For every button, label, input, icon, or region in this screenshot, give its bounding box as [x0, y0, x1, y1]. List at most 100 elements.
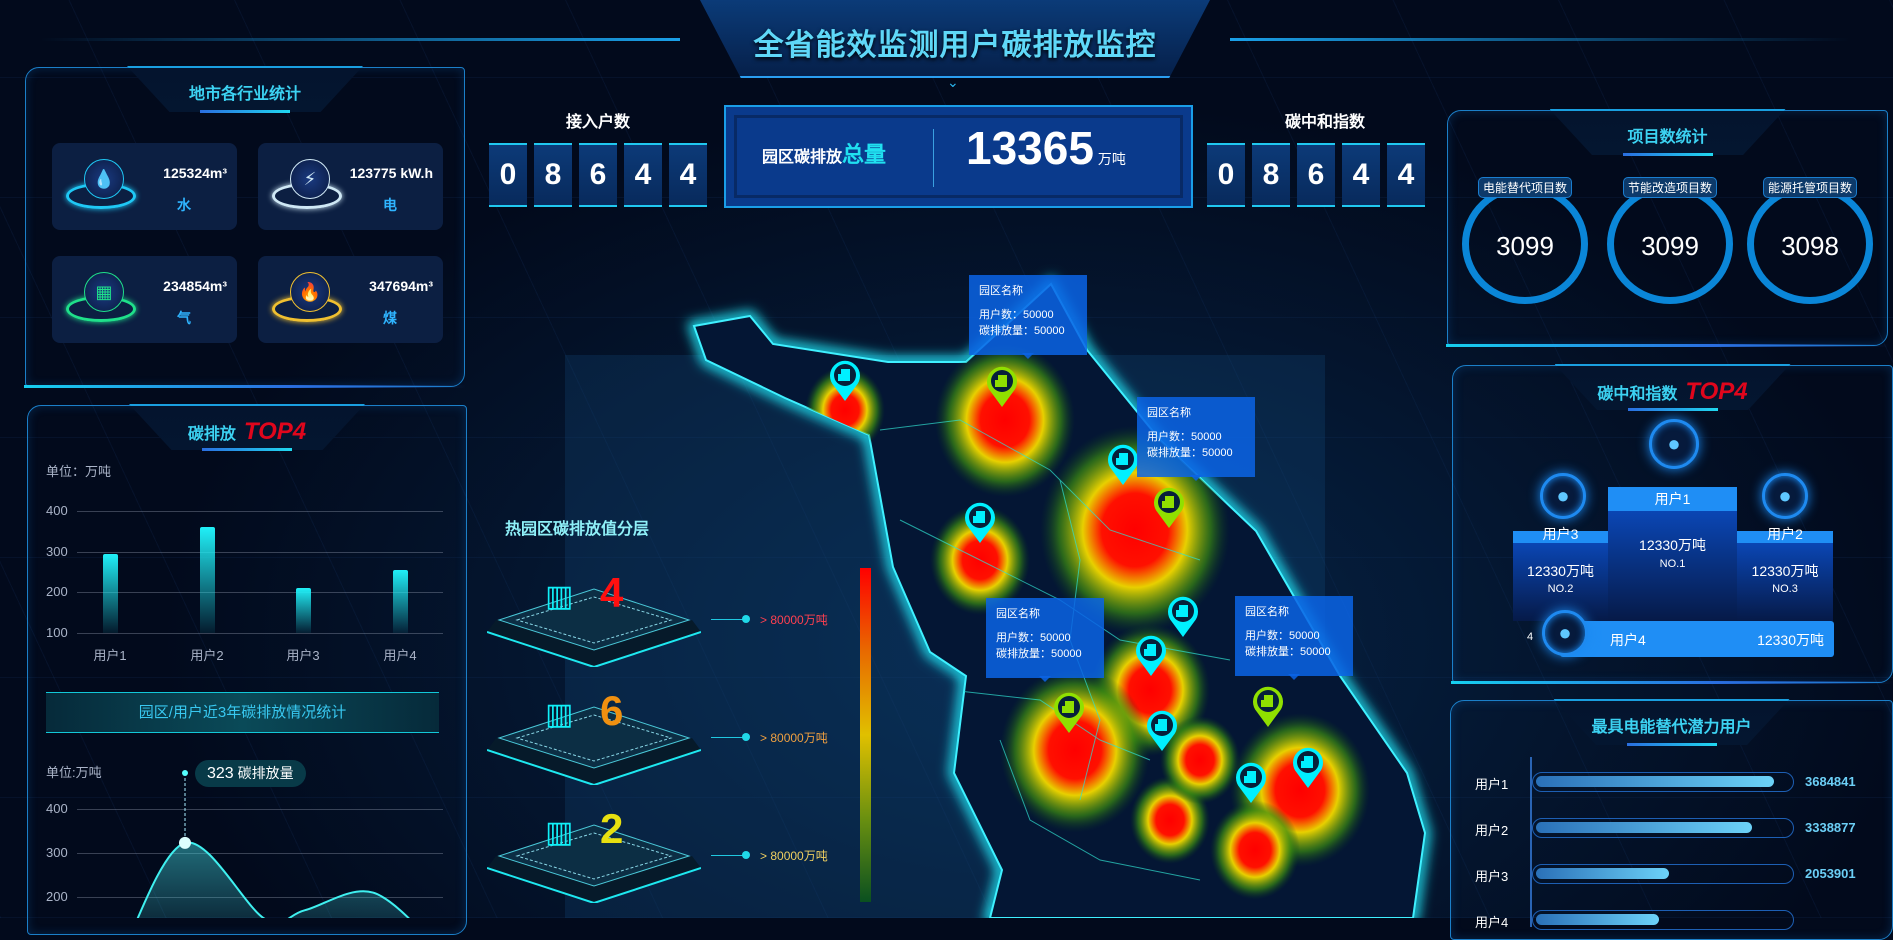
project-count-ring: 能源托管项目数 3098: [1747, 177, 1873, 304]
trend-banner: 园区/用户近3年碳排放情况统计: [46, 692, 439, 733]
park-tooltip: 园区名称 用户数：50000 碳排放量：50000: [986, 598, 1104, 682]
podium-first: 用户1 12330万吨 NO.1: [1608, 487, 1737, 621]
bar-x-tick: 用户3: [286, 648, 320, 663]
area-y-tick: 400: [46, 801, 68, 816]
area-gridline: [77, 853, 443, 854]
industry-card: 🔥 347694m³ 煤: [258, 256, 443, 343]
bar-用户3: [296, 588, 311, 633]
fourth-rank: 4: [1527, 631, 1534, 643]
bar-gridline: [77, 592, 443, 594]
park-location-pin-icon[interactable]: [1152, 485, 1186, 529]
panel-title: 碳排放 TOP4: [187, 418, 307, 445]
heat-blob: [1210, 800, 1300, 900]
layer-connector: [711, 619, 747, 620]
fourth-row: 用户4 12330万吨: [1560, 621, 1834, 657]
park-location-pin-icon[interactable]: [1106, 442, 1140, 486]
access-digit: 4: [669, 143, 707, 207]
lightning-icon: ⚡: [290, 159, 330, 199]
top4-badge: TOP4: [243, 418, 307, 445]
park-location-pin-icon[interactable]: [1234, 760, 1268, 804]
layer-connector-dot: [742, 851, 750, 859]
header-banner: [700, 0, 1210, 78]
chevron-down-icon: ⌄: [947, 74, 959, 90]
access-label: 接入户数: [565, 114, 630, 131]
layer-count: 6: [600, 687, 624, 734]
industry-label: 水: [177, 197, 191, 213]
panel-title: 地市各行业统计: [188, 86, 301, 103]
total-label-strong: 总量: [842, 142, 887, 167]
color-scale-bar: [860, 568, 871, 902]
neutral-label: 碳中和指数: [1284, 114, 1365, 131]
area-unit-label: 单位:万吨: [46, 765, 102, 780]
layer-count: 2: [600, 805, 624, 852]
fire-icon: 🔥: [290, 272, 330, 312]
bar-x-tick: 用户2: [190, 648, 224, 663]
bar-unit-label: 单位：万吨: [46, 464, 112, 479]
heat-blob: [1040, 425, 1230, 635]
industry-card: ▦ 234854m³ 气: [52, 256, 237, 343]
neutral-digit: 4: [1387, 143, 1425, 207]
park-location-pin-icon[interactable]: [1291, 745, 1325, 789]
industry-card: ⚡ 123775 kW.h 电: [258, 143, 443, 230]
podium-third: 用户2 12330万吨 NO.3: [1737, 527, 1833, 621]
bar-y-tick: 300: [46, 543, 68, 559]
neutral-digit: 0: [1207, 143, 1245, 207]
access-digit: 8: [534, 143, 572, 207]
total-unit: 万吨: [1097, 151, 1126, 167]
area-y-tick: 200: [46, 889, 68, 904]
avatar-user2: ●: [1762, 473, 1808, 519]
header-deco-right: [1230, 38, 1850, 41]
layer-range: > 80000万吨: [760, 613, 828, 627]
industry-card: 💧 125324m³ 水: [52, 143, 237, 230]
industry-label: 煤: [383, 310, 397, 326]
project-count-ring: 节能改造项目数 3099: [1607, 177, 1733, 304]
building-icon: ▥: [545, 698, 574, 731]
park-location-pin-icon[interactable]: [985, 364, 1019, 408]
layer-platform: [487, 706, 701, 785]
potential-progress: [1532, 864, 1794, 884]
heat-blob: [935, 343, 1075, 497]
park-location-pin-icon[interactable]: [1134, 633, 1168, 677]
building-icon: ▥: [545, 816, 574, 849]
bar-y-tick: 400: [46, 503, 68, 518]
industry-value: 125324m³: [163, 165, 227, 181]
bar-用户1: [103, 553, 118, 633]
industry-label: 气: [177, 310, 191, 326]
potential-value: 3684841: [1805, 774, 1856, 789]
park-location-pin-icon[interactable]: [1251, 684, 1285, 728]
area-y-tick: 300: [46, 845, 68, 860]
project-count-ring: 电能替代项目数 3099: [1462, 177, 1588, 304]
park-tooltip: 园区名称 用户数：50000 碳排放量：50000: [1235, 596, 1353, 680]
total-label: 园区碳排放: [762, 149, 843, 166]
neutral-digit: 6: [1297, 143, 1335, 207]
potential-progress: [1532, 772, 1794, 792]
avatar-user3: ●: [1540, 473, 1586, 519]
access-digit: 6: [579, 143, 617, 207]
park-location-pin-icon[interactable]: [1145, 708, 1179, 752]
potential-value: 3338877: [1805, 820, 1856, 835]
area-tooltip: 323 碳排放量: [195, 760, 306, 787]
layers-title: 热园区碳排放值分层: [505, 521, 650, 538]
panel-title: 项目数统计: [1627, 129, 1708, 146]
bar-用户2: [200, 527, 215, 633]
potential-progress: [1532, 910, 1794, 930]
neutral-digit: 8: [1252, 143, 1290, 207]
area-gridline: [77, 809, 443, 810]
park-location-pin-icon[interactable]: [1052, 690, 1086, 734]
park-location-pin-icon[interactable]: [963, 500, 997, 544]
industry-value: 234854m³: [163, 278, 227, 294]
avatar-user4: ●: [1542, 610, 1588, 656]
industry-value: 123775 kW.h: [349, 165, 433, 181]
area-gridline: [77, 897, 443, 898]
potential-user-name: 用户3: [1475, 869, 1509, 884]
water-drop-icon: 💧: [84, 159, 124, 199]
bar-用户4: [393, 569, 408, 633]
area-fill: [120, 842, 440, 918]
bar-x-tick: 用户4: [383, 648, 417, 663]
park-location-pin-icon[interactable]: [828, 358, 862, 402]
podium-second: 用户3 12330万吨 NO.2: [1513, 527, 1608, 621]
park-location-pin-icon[interactable]: [1166, 594, 1200, 638]
potential-user-name: 用户2: [1475, 823, 1509, 838]
bar-y-tick: 100: [46, 625, 68, 640]
bar-gridline: [77, 633, 443, 634]
